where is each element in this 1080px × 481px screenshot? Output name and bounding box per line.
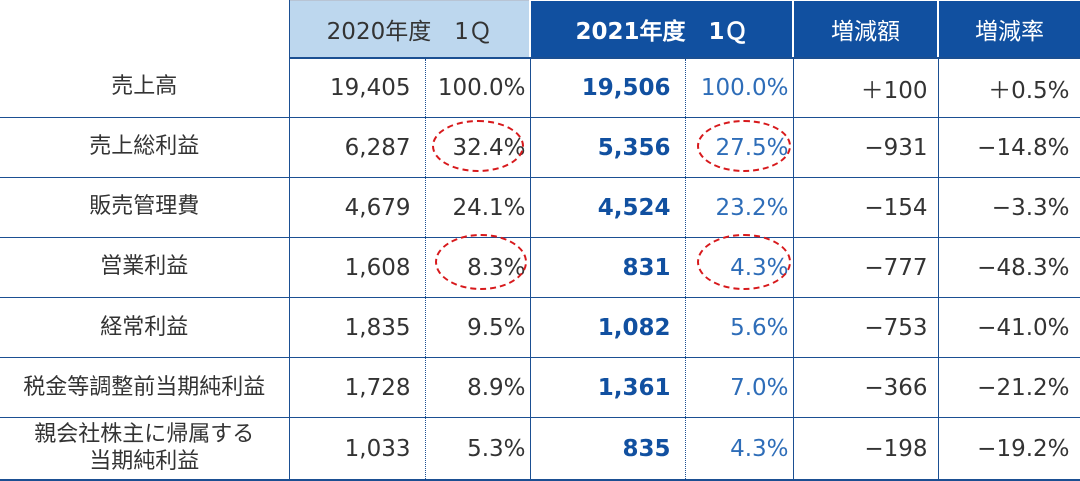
value-2021: 19,506 — [530, 57, 686, 119]
change-amount: −753 — [793, 297, 939, 359]
ratio-2021: 4.3% — [685, 417, 794, 481]
table-row: 販売管理費 4,679 24.1% 4,524 23.2% −154 −3.3% — [0, 177, 1080, 239]
row-label: 経常利益 — [0, 297, 290, 359]
ratio-2020: 9.5% — [425, 297, 531, 359]
change-rate: −19.2% — [938, 417, 1080, 481]
change-rate: −48.3% — [938, 237, 1080, 299]
value-2020: 4,679 — [289, 177, 426, 239]
ratio-2020: 8.9% — [425, 357, 531, 419]
header-change-rate: 増減率 — [937, 0, 1080, 59]
change-rate: −21.2% — [938, 357, 1080, 419]
ratio-2020: 8.3% — [425, 237, 531, 299]
change-amount: −154 — [793, 177, 939, 239]
value-2021: 1,361 — [530, 357, 686, 419]
value-2020: 1,835 — [289, 297, 426, 359]
row-label: 税金等調整前当期純利益 — [0, 357, 290, 419]
value-2020: 19,405 — [289, 57, 426, 119]
value-2020: 1,728 — [289, 357, 426, 419]
change-amount: ＋100 — [793, 57, 939, 119]
value-2020: 6,287 — [289, 117, 426, 179]
ratio-2021: 27.5% — [685, 117, 794, 179]
table-row: 営業利益 1,608 8.3% 831 4.3% −777 −48.3% — [0, 237, 1080, 299]
header-row: 2020年度 1Ｑ 2021年度 1Ｑ 増減額 増減率 — [0, 0, 1080, 59]
value-2021: 1,082 — [530, 297, 686, 359]
value-2021: 4,524 — [530, 177, 686, 239]
ratio-2020: 32.4% — [425, 117, 531, 179]
table-row: 売上高 19,405 100.0% 19,506 100.0% ＋100 ＋0.… — [0, 57, 1080, 119]
change-rate: −14.8% — [938, 117, 1080, 179]
row-label: 売上高 — [0, 57, 290, 119]
ratio-2020: 100.0% — [425, 57, 531, 119]
row-label-line2: 当期純利益 — [89, 448, 200, 474]
change-amount: −777 — [793, 237, 939, 299]
ratio-2020: 5.3% — [425, 417, 531, 481]
header-2021-q1: 2021年度 1Ｑ — [529, 0, 794, 59]
change-amount: −198 — [793, 417, 939, 481]
table-row: 売上総利益 6,287 32.4% 5,356 27.5% −931 −14.8… — [0, 117, 1080, 179]
value-2020: 1,608 — [289, 237, 426, 299]
table-row: 親会社株主に帰属する 当期純利益 1,033 5.3% 835 4.3% −19… — [0, 417, 1080, 481]
ratio-2020: 24.1% — [425, 177, 531, 239]
change-rate: ＋0.5% — [938, 57, 1080, 119]
value-2021: 835 — [530, 417, 686, 481]
ratio-2021: 23.2% — [685, 177, 794, 239]
header-2020-q1: 2020年度 1Ｑ — [288, 0, 531, 59]
row-label: 親会社株主に帰属する 当期純利益 — [0, 417, 290, 481]
value-2021: 5,356 — [530, 117, 686, 179]
change-amount: −931 — [793, 117, 939, 179]
table-row: 税金等調整前当期純利益 1,728 8.9% 1,361 7.0% −366 −… — [0, 357, 1080, 419]
ratio-2021: 4.3% — [685, 237, 794, 299]
row-label: 販売管理費 — [0, 177, 290, 239]
row-label-line1: 親会社株主に帰属する — [34, 422, 255, 448]
ratio-2021: 5.6% — [685, 297, 794, 359]
change-rate: −41.0% — [938, 297, 1080, 359]
change-rate: −3.3% — [938, 177, 1080, 239]
row-label: 営業利益 — [0, 237, 290, 299]
row-label: 売上総利益 — [0, 117, 290, 179]
ratio-2021: 7.0% — [685, 357, 794, 419]
ratio-2021: 100.0% — [685, 57, 794, 119]
header-change-amount: 増減額 — [792, 0, 939, 59]
header-blank-cell — [0, 0, 290, 58]
table-row: 経常利益 1,835 9.5% 1,082 5.6% −753 −41.0% — [0, 297, 1080, 359]
change-amount: −366 — [793, 357, 939, 419]
value-2020: 1,033 — [289, 417, 426, 481]
value-2021: 831 — [530, 237, 686, 299]
